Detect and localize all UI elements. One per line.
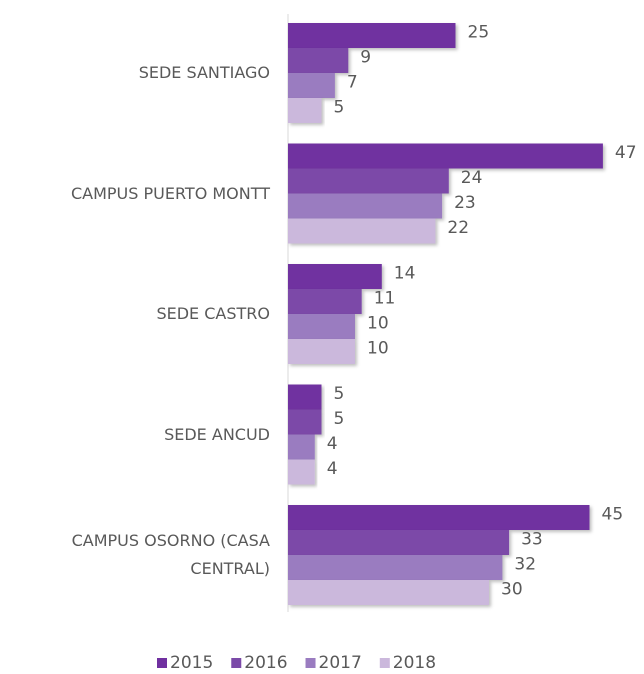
value-label: 7 [347,73,358,93]
legend-label: 2017 [319,653,362,673]
value-label: 5 [334,409,345,429]
bar [288,434,315,460]
bar [288,98,322,123]
value-label: 23 [454,193,476,213]
value-label: 9 [360,48,371,68]
category-label: SEDE ANCUD [164,424,270,444]
bar [288,168,449,194]
bar [288,580,489,605]
bar [288,289,362,314]
value-label: 22 [447,218,469,238]
bar [288,143,603,169]
bar [288,218,436,244]
value-label: 33 [521,530,543,550]
legend-swatch [231,658,242,668]
bar [288,73,335,98]
legend-label: 2018 [393,653,436,673]
bar [288,384,322,410]
legend-swatch [157,658,167,668]
legend-label: 2016 [244,653,287,673]
bar [288,339,355,364]
bar [288,314,355,339]
bar [288,530,510,555]
value-label: 11 [374,289,396,309]
legend-swatch [379,658,390,668]
value-label: 5 [334,384,345,404]
legend-label: 2015 [170,653,213,673]
value-label: 47 [615,143,637,163]
value-label: 14 [394,264,416,284]
bar [288,48,349,73]
value-label: 4 [327,459,338,479]
bar [288,459,315,485]
bar [288,555,503,580]
bar [288,409,322,435]
category-label: CAMPUS OSORNO (CASA CENTRAL) [71,531,270,578]
category-label: SEDE SANTIAGO [138,63,270,82]
category-label: SEDE CASTRO [156,304,270,323]
value-label: 10 [367,314,389,334]
bar [288,505,590,530]
legend-swatch [305,658,316,668]
bar [288,264,382,289]
value-label: 5 [334,98,345,118]
value-label: 4 [327,434,338,454]
value-label: 45 [602,505,624,525]
value-label: 25 [468,23,490,43]
value-label: 32 [514,555,536,575]
value-label: 30 [501,580,523,600]
bar [288,193,443,219]
category-label: CAMPUS PUERTO MONTT [70,183,270,203]
value-label: 10 [367,339,389,359]
value-label: 24 [461,168,483,188]
bar [288,23,456,48]
